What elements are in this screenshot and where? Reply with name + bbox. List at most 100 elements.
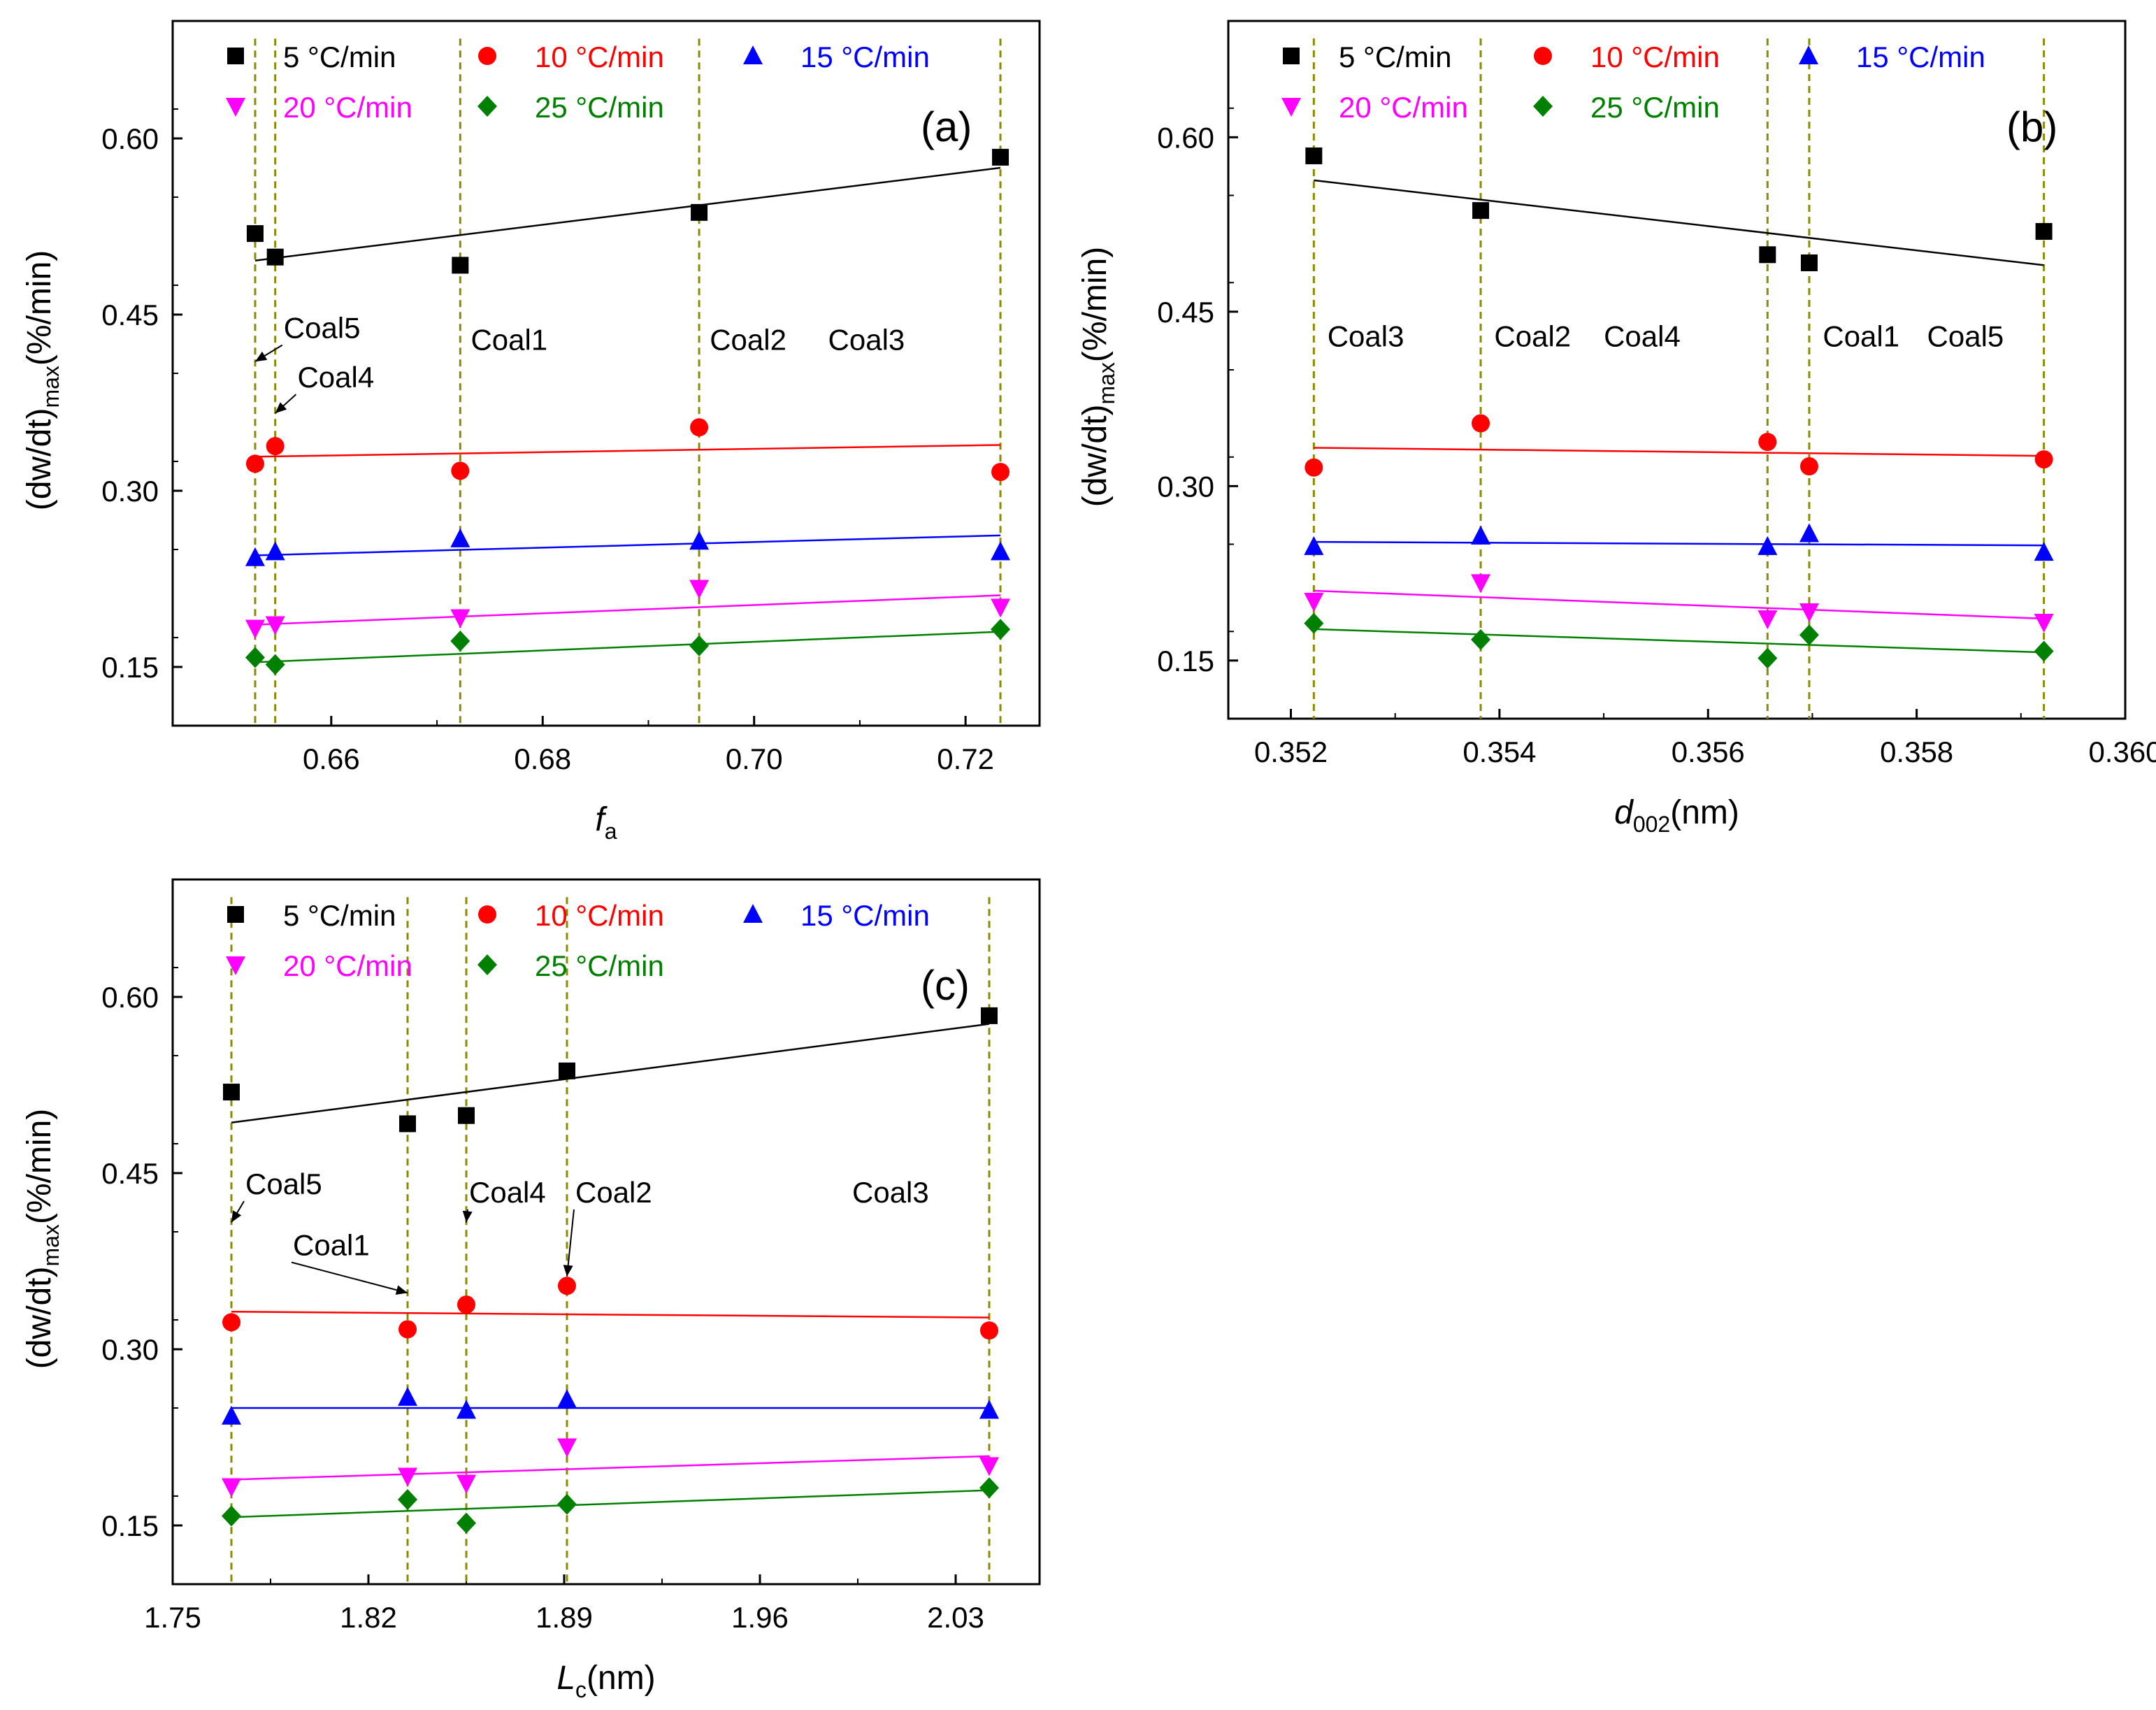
y-axis-title: (dw/dt)max(%/min) bbox=[1077, 247, 1119, 507]
data-point-5 bbox=[992, 148, 1009, 166]
y-tick-label: 0.30 bbox=[101, 1333, 159, 1366]
x-tick-label: 2.03 bbox=[927, 1601, 984, 1634]
annotation-arrow bbox=[291, 1261, 408, 1294]
legend-marker-20 bbox=[226, 98, 245, 117]
y-tick-label: 0.15 bbox=[101, 1509, 159, 1542]
data-point-10 bbox=[1305, 458, 1323, 477]
y-axis-title: (dw/dt)max(%/min) bbox=[21, 1109, 64, 1369]
data-point-20 bbox=[689, 580, 710, 599]
y-tick-label: 0.60 bbox=[1157, 121, 1214, 154]
data-point-5 bbox=[1800, 254, 1818, 271]
annotation-label: Coal1 bbox=[1823, 320, 1899, 353]
x-tick-label: 0.356 bbox=[1672, 735, 1745, 768]
x-tick-label: 0.354 bbox=[1463, 735, 1536, 768]
legend-label-20: 20 °C/min bbox=[283, 949, 412, 982]
legend-marker-10 bbox=[1534, 47, 1552, 65]
fit-line-20 bbox=[254, 594, 1001, 626]
data-point-15 bbox=[979, 1400, 999, 1419]
annotation-arrowhead bbox=[395, 1285, 408, 1295]
legend-marker-15 bbox=[743, 45, 763, 64]
legend-marker-15 bbox=[743, 904, 763, 923]
legend-label-25: 25 °C/min bbox=[1590, 91, 1720, 124]
y-tick-label: 0.15 bbox=[101, 651, 159, 684]
data-point-15 bbox=[1758, 536, 1778, 555]
annotation-label: Coal1 bbox=[470, 323, 547, 356]
data-point-15 bbox=[1799, 523, 1819, 543]
data-point-10 bbox=[457, 1295, 475, 1314]
legend-label-10: 10 °C/min bbox=[535, 899, 664, 932]
data-point-25 bbox=[245, 647, 265, 668]
data-point-20 bbox=[1758, 610, 1778, 629]
fit-line-5 bbox=[1314, 179, 2044, 266]
data-point-20 bbox=[979, 1457, 999, 1477]
data-point-15 bbox=[265, 541, 285, 561]
data-point-5 bbox=[981, 1007, 998, 1024]
annotation-label: Coal3 bbox=[852, 1176, 929, 1209]
legend-marker-5 bbox=[227, 48, 244, 64]
legend-label-25: 25 °C/min bbox=[535, 91, 664, 124]
x-tick-label: 1.89 bbox=[536, 1601, 593, 1634]
data-point-20 bbox=[991, 598, 1011, 618]
x-tick-label: 0.72 bbox=[937, 742, 994, 775]
data-point-10 bbox=[558, 1277, 576, 1295]
x-tick-label: 0.358 bbox=[1880, 735, 1953, 768]
data-point-10 bbox=[1799, 457, 1818, 476]
data-point-25 bbox=[457, 1512, 476, 1534]
data-point-20 bbox=[222, 1478, 241, 1497]
y-tick-label: 0.45 bbox=[101, 299, 159, 331]
legend-label-20: 20 °C/min bbox=[1339, 91, 1468, 124]
data-point-10 bbox=[222, 1313, 240, 1332]
panel-label: (a) bbox=[921, 103, 972, 150]
x-tick-label: 0.70 bbox=[726, 742, 783, 775]
data-point-15 bbox=[1304, 536, 1324, 555]
y-tick-label: 0.30 bbox=[101, 475, 159, 508]
data-point-15 bbox=[222, 1405, 241, 1425]
x-tick-label: 1.82 bbox=[340, 1601, 397, 1634]
data-point-5 bbox=[1305, 147, 1323, 164]
fit-line-5 bbox=[231, 1023, 990, 1123]
x-axis-title: Lc(nm) bbox=[556, 1660, 655, 1702]
data-point-20 bbox=[450, 609, 470, 628]
y-tick-label: 0.60 bbox=[101, 122, 159, 155]
legend-marker-25 bbox=[1533, 96, 1553, 117]
fit-line-10 bbox=[1314, 447, 2044, 457]
x-tick-label: 0.66 bbox=[303, 742, 360, 775]
data-point-20 bbox=[457, 1474, 476, 1494]
annotation-label: Coal2 bbox=[575, 1176, 652, 1209]
legend-marker-10 bbox=[478, 905, 496, 924]
x-tick-label: 1.75 bbox=[144, 1601, 201, 1634]
fit-line-20 bbox=[1314, 589, 2044, 620]
data-point-10 bbox=[266, 437, 285, 456]
annotation-label: Coal1 bbox=[293, 1229, 370, 1262]
legend-marker-20 bbox=[1281, 98, 1301, 117]
fit-line-25 bbox=[1314, 628, 2044, 654]
data-point-25 bbox=[991, 619, 1011, 640]
data-point-20 bbox=[245, 619, 265, 639]
data-point-20 bbox=[1471, 574, 1491, 594]
data-point-10 bbox=[451, 461, 470, 480]
fit-line-25 bbox=[231, 1489, 990, 1518]
plot-frame bbox=[1227, 20, 2127, 720]
annotation-label: Coal2 bbox=[710, 323, 786, 356]
data-point-20 bbox=[557, 1438, 577, 1458]
legend-marker-25 bbox=[477, 96, 497, 117]
data-point-20 bbox=[265, 616, 285, 635]
data-point-25 bbox=[1799, 624, 1819, 646]
annotation-arrowhead bbox=[563, 1265, 573, 1277]
annotation-label: Coal3 bbox=[1328, 320, 1404, 353]
data-point-10 bbox=[980, 1321, 998, 1340]
data-point-20 bbox=[1799, 603, 1819, 622]
fit-line-15 bbox=[1314, 540, 2044, 547]
fit-line-15 bbox=[254, 534, 1001, 556]
y-tick-label: 0.45 bbox=[101, 1157, 159, 1190]
data-point-20 bbox=[398, 1467, 417, 1487]
annotation-arrowhead bbox=[462, 1210, 473, 1223]
data-point-10 bbox=[245, 454, 264, 473]
legend-label-5: 5 °C/min bbox=[283, 899, 396, 932]
fit-line-10 bbox=[231, 1310, 990, 1319]
x-tick-label: 0.68 bbox=[514, 742, 571, 775]
legend-label-5: 5 °C/min bbox=[283, 41, 396, 73]
annotation-label: Coal5 bbox=[1927, 320, 2004, 353]
legend-label-10: 10 °C/min bbox=[1590, 41, 1720, 73]
